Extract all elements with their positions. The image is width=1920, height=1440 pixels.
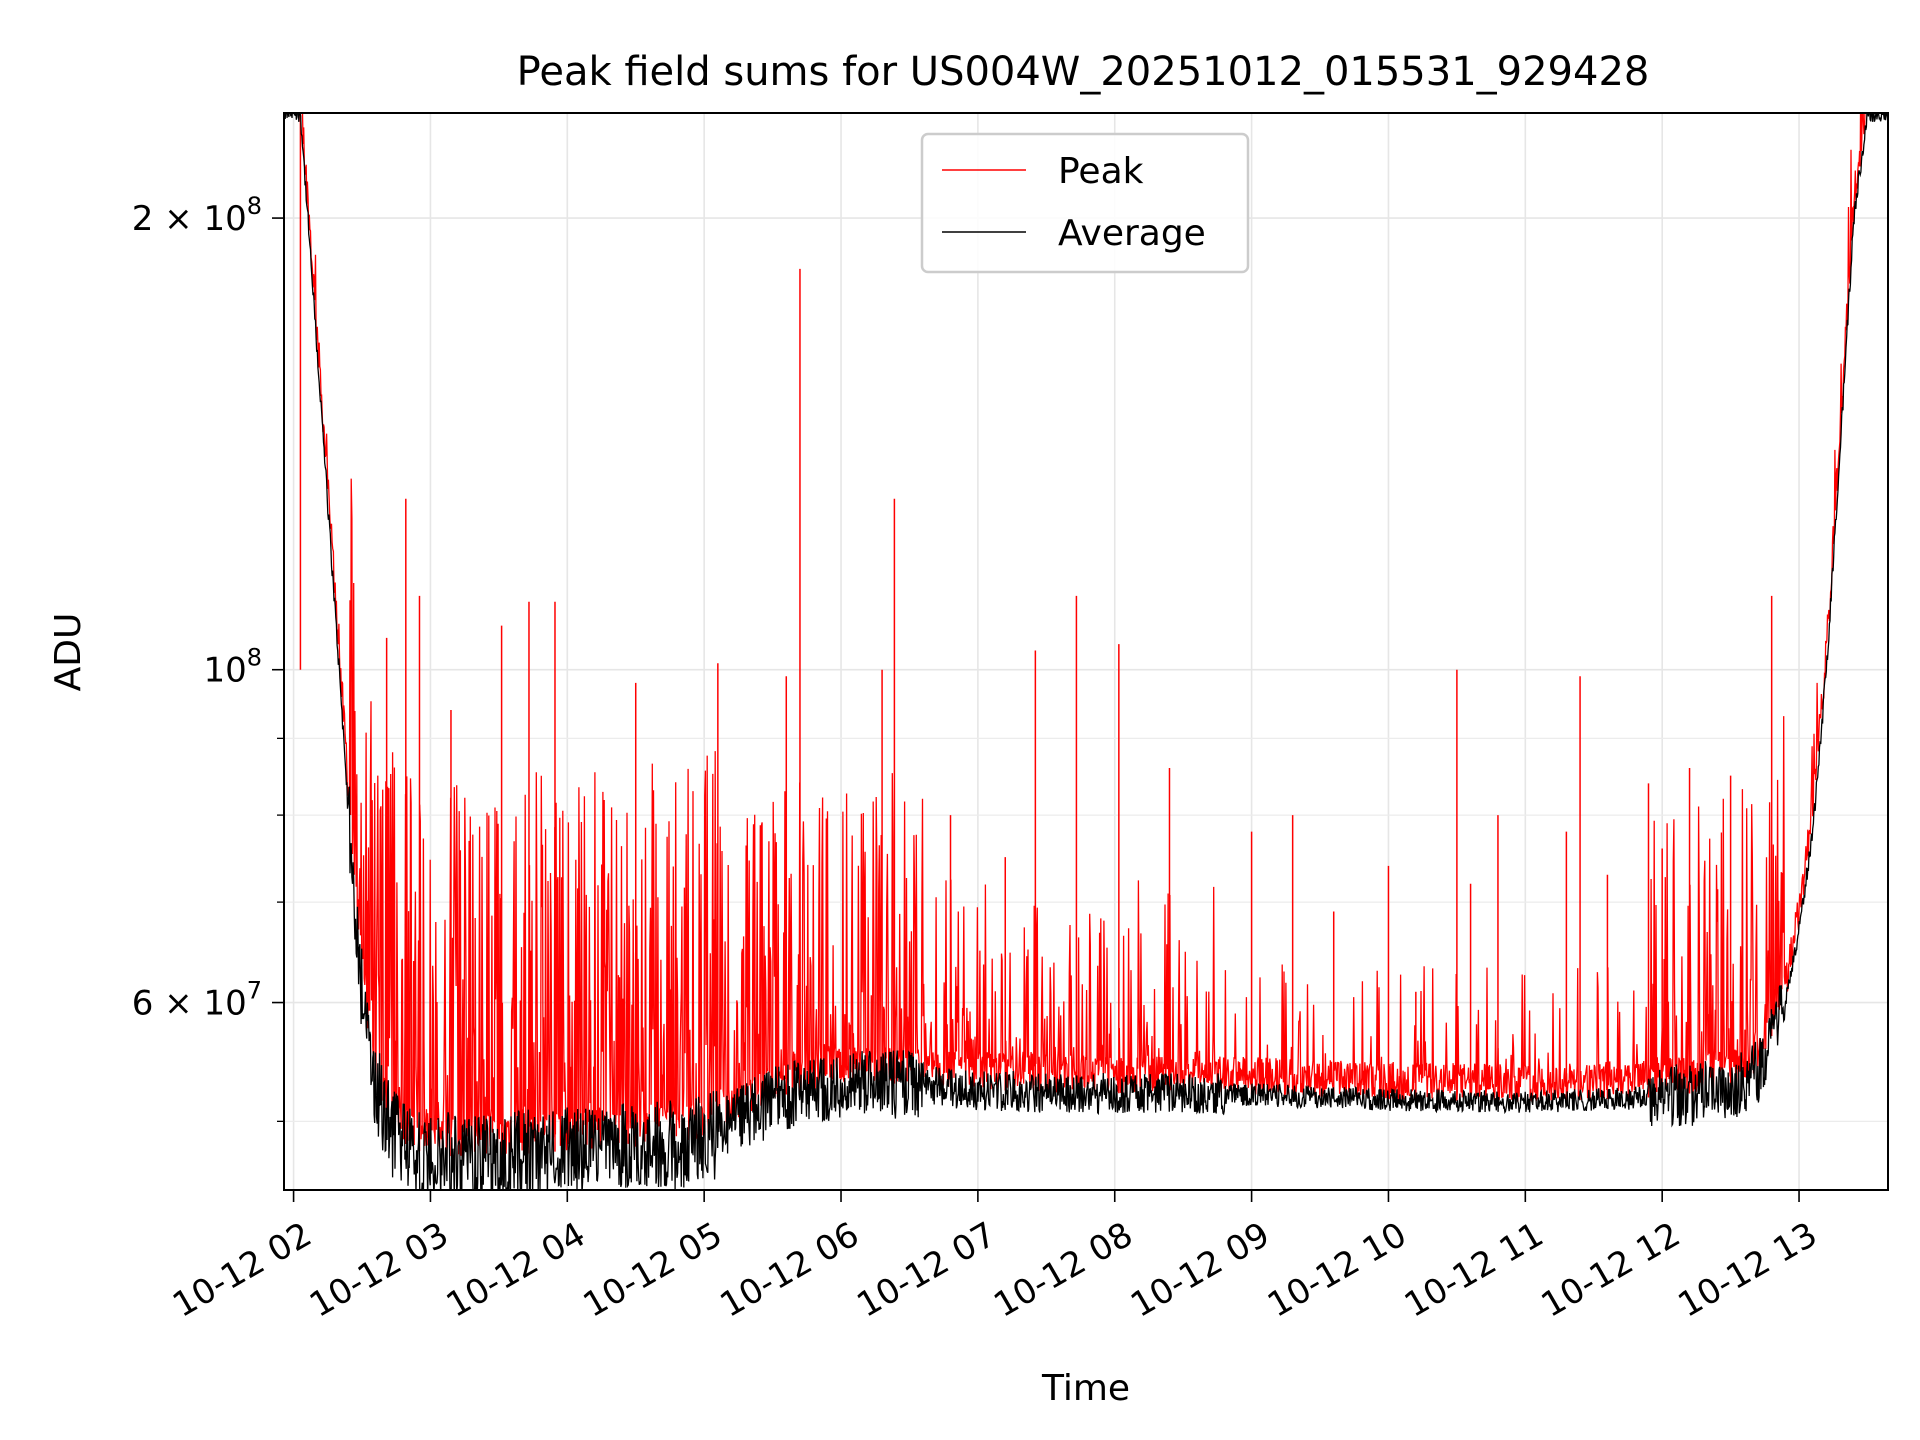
y-axis-label: ADU xyxy=(48,613,89,692)
legend-peak-label: Peak xyxy=(1058,151,1144,192)
plot-frame xyxy=(283,112,1889,1191)
y-tick-label: 108 xyxy=(203,644,262,691)
y-tick-label: 2 × 108 xyxy=(132,192,262,239)
chart-title: Peak field sums for US004W_20251012_0155… xyxy=(517,49,1650,95)
series-peak xyxy=(299,113,1866,1157)
y-axis: 6 × 107 108 2 × 108 xyxy=(132,192,284,1122)
peak-line xyxy=(301,113,1866,1156)
y-tick-label: 6 × 107 xyxy=(132,977,262,1024)
series-average xyxy=(284,113,1888,1190)
legend-average-label: Average xyxy=(1058,213,1206,254)
legend: Peak Average xyxy=(920,132,1250,274)
average-line xyxy=(284,113,1888,1190)
legend-box xyxy=(920,132,1250,274)
x-axis-label: Time xyxy=(1041,1368,1130,1409)
